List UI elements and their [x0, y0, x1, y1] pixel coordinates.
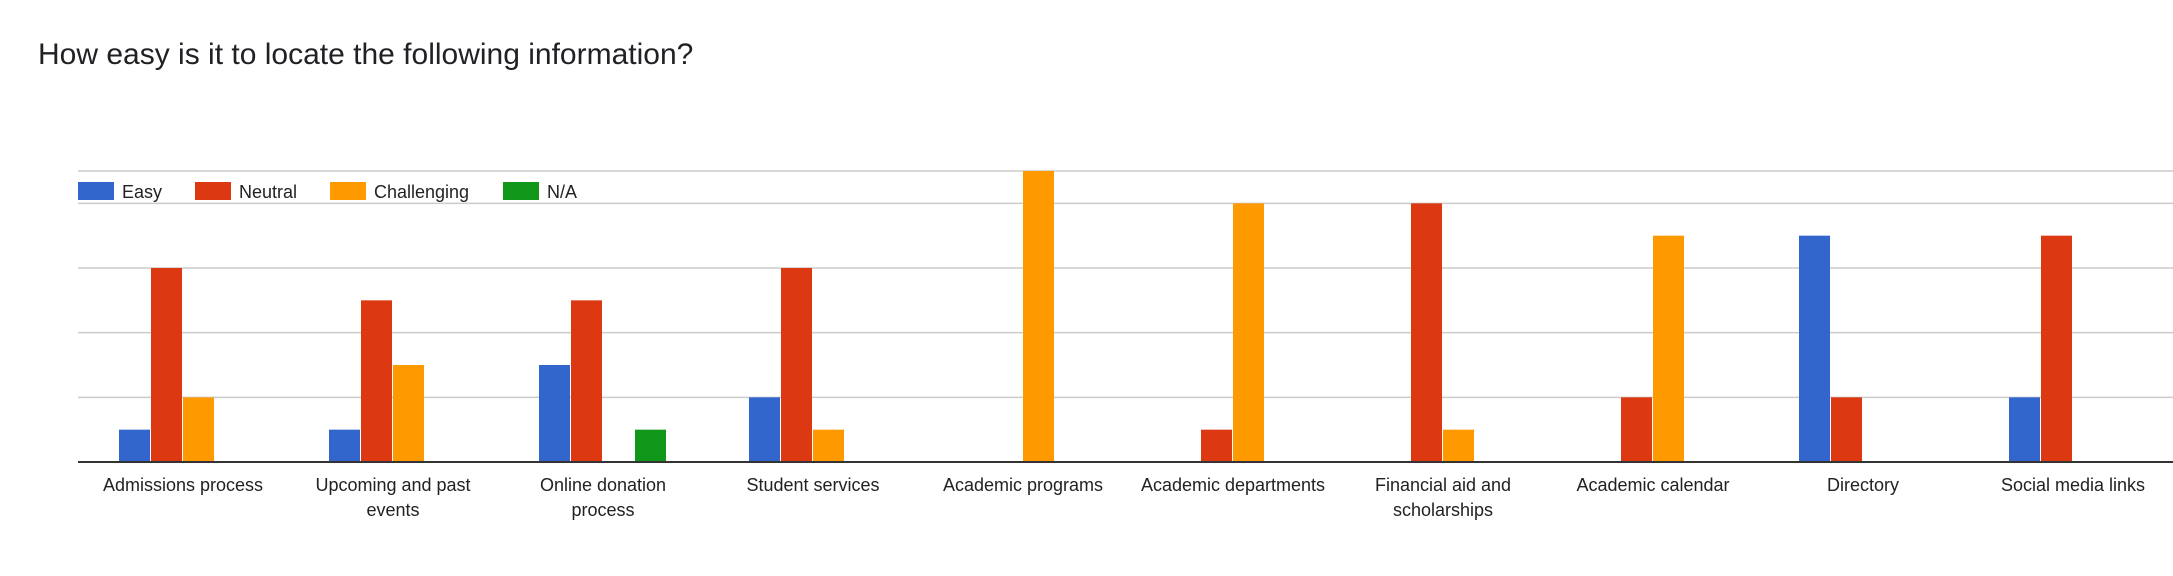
legend-swatch	[195, 182, 231, 200]
bar	[183, 397, 214, 462]
bar	[119, 429, 150, 462]
legend-label: Challenging	[374, 182, 469, 202]
bar	[539, 365, 570, 462]
category-label: Academic departments	[1141, 475, 1325, 495]
legend: Easy Neutral Challenging N/A	[78, 182, 577, 202]
legend-label: Neutral	[239, 182, 297, 202]
bar	[571, 300, 602, 462]
category-label: Upcoming and past events	[315, 475, 470, 520]
category-label: Student services	[746, 475, 879, 495]
legend-label: Easy	[122, 182, 162, 202]
bar	[393, 365, 424, 462]
legend-swatch	[330, 182, 366, 200]
category-label: Directory	[1827, 475, 1899, 495]
bar	[813, 429, 844, 462]
bar	[749, 397, 780, 462]
bar	[1799, 235, 1830, 462]
bar	[151, 268, 182, 462]
bar	[1831, 397, 1862, 462]
bars	[119, 171, 2072, 463]
category-label: Academic programs	[943, 475, 1103, 495]
category-labels: Admissions process Upcoming and past event…	[103, 475, 2145, 520]
category-label: Social media links	[2001, 475, 2145, 495]
bar	[2009, 397, 2040, 462]
bar	[1023, 171, 1054, 462]
bar	[635, 429, 666, 462]
category-label: Academic calendar	[1576, 475, 1729, 495]
category-label: Admissions process	[103, 475, 263, 495]
category-label: Financial aid and scholarships	[1375, 475, 1511, 520]
bar	[1621, 397, 1652, 462]
bar	[1443, 429, 1474, 462]
category-label: Online donation process	[540, 475, 666, 520]
bar	[1653, 235, 1684, 462]
bar	[781, 268, 812, 462]
legend-label: N/A	[547, 182, 577, 202]
legend-swatch	[78, 182, 114, 200]
page-title: How easy is it to locate the following i…	[38, 38, 694, 71]
bar	[1411, 203, 1442, 463]
bar	[1201, 429, 1232, 462]
bar	[1233, 203, 1264, 463]
bar	[2041, 235, 2072, 462]
bar	[361, 300, 392, 462]
legend-swatch	[503, 182, 539, 200]
bar	[329, 429, 360, 462]
gridlines	[78, 170, 2173, 399]
